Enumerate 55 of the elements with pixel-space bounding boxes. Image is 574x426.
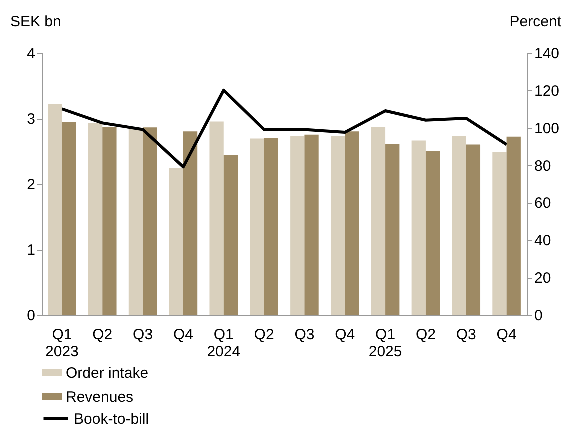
bar — [492, 152, 507, 315]
x-tick-label: Q4 — [335, 326, 356, 344]
legend-label: Order intake — [66, 365, 149, 382]
x-tick-label: Q2 — [416, 326, 436, 344]
x-tick-label: Q2 — [92, 326, 113, 344]
y2-tick-label: 20 — [534, 270, 552, 288]
x-tick-label: Q1 2024 — [207, 326, 241, 360]
y2-tick-label: 60 — [534, 195, 552, 212]
y2-tick-label: 120 — [534, 82, 560, 100]
y-tick-label: 4 — [27, 46, 36, 62]
bar — [143, 128, 158, 315]
y2-tick-label: 0 — [534, 308, 543, 324]
bar — [128, 128, 144, 315]
x-tick-label: Q1 2023 — [46, 326, 79, 360]
y-tick-label: 1 — [27, 242, 36, 259]
y2-tick-label: 140 — [534, 46, 560, 62]
y2-tick-label: 40 — [534, 232, 552, 250]
bar — [412, 140, 426, 315]
bar — [264, 138, 278, 315]
bar — [102, 127, 117, 315]
bar — [506, 136, 521, 315]
bar — [183, 132, 198, 315]
y2-tick-label: 80 — [534, 158, 552, 175]
bar — [330, 136, 346, 315]
bar — [290, 136, 305, 315]
bar — [88, 123, 103, 315]
line-series — [60, 88, 508, 169]
x-tick-label: Q3 — [133, 326, 154, 344]
y2-tick-label: 100 — [534, 120, 560, 138]
x-tick-label: Q4 — [173, 326, 194, 344]
bar — [210, 122, 224, 315]
x-tick-label: Q3 — [456, 326, 476, 344]
x-tick-label: Q4 — [496, 326, 517, 344]
bar — [426, 151, 440, 315]
bar — [62, 122, 76, 315]
bar — [371, 127, 386, 315]
legend-label: Book-to-bill — [74, 411, 150, 426]
x-tick-label: Q2 — [254, 326, 274, 344]
bar — [169, 168, 184, 315]
y2-axis-title: Percent — [510, 14, 562, 30]
bar — [386, 144, 400, 315]
x-tick-label: Q3 — [294, 326, 315, 344]
bar — [48, 104, 62, 315]
bar — [345, 132, 360, 315]
bar — [224, 155, 238, 315]
bar — [250, 138, 264, 315]
legend-label: Revenues — [66, 389, 134, 406]
bar — [466, 144, 481, 315]
y-axis-title: SEK bn — [10, 14, 62, 30]
bar — [304, 134, 319, 315]
bar — [452, 136, 466, 315]
y-tick-label: 2 — [27, 176, 36, 194]
y-tick-label: 0 — [27, 308, 36, 324]
y-tick-label: 3 — [27, 111, 36, 128]
x-tick-label: Q1 2025 — [368, 326, 402, 360]
